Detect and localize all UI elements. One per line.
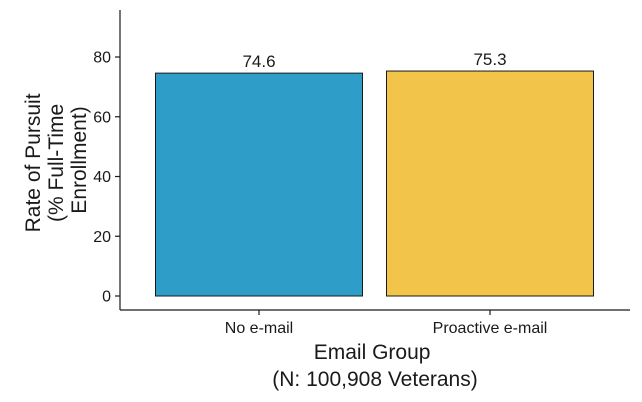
y-tick-label-1: 20 (93, 229, 111, 246)
x-axis-title-line-2: (N: 100,908 Veterans) (272, 368, 477, 391)
bar-value-label-0: 74.6 (242, 52, 275, 71)
y-tick-label-0: 0 (102, 289, 111, 306)
y-axis-title-line-1: Rate of Pursuit (22, 93, 45, 232)
bar-value-label-1: 75.3 (473, 50, 506, 69)
bar-1 (386, 70, 594, 297)
y-axis-title-line-2: (% Full-Time (45, 104, 68, 222)
x-axis-title: Email Group (N: 100,908 Veterans) (272, 341, 477, 391)
y-tick-label-2: 40 (93, 169, 111, 186)
y-tick-label-4: 80 (93, 50, 111, 67)
data-labels-layer: 74.6 75.3 (242, 50, 506, 71)
x-tick-label-0: No e-mail (225, 320, 293, 337)
y-axis-title-line-3: Enrollment) (68, 106, 91, 213)
x-ticks-layer: No e-mail Proactive e-mail (225, 310, 548, 337)
x-tick-label-1: Proactive e-mail (433, 320, 548, 337)
bar-0 (155, 72, 363, 297)
y-ticks-layer: 0 20 40 60 80 (93, 50, 120, 306)
y-axis-title: Rate of Pursuit (% Full-Time Enrollment) (22, 88, 91, 233)
axes-layer (119, 10, 630, 311)
y-tick-label-3: 60 (93, 109, 111, 126)
bars-layer (155, 70, 594, 297)
x-axis-title-line-1: Email Group (314, 341, 431, 364)
